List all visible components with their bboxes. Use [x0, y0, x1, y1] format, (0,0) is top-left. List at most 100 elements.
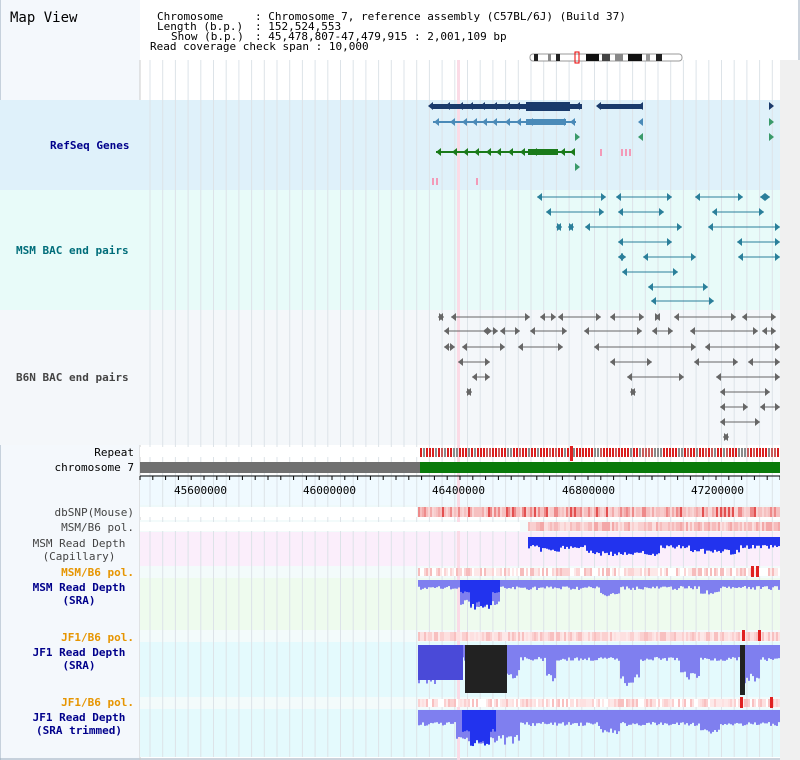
jf1-pol2-cell: [656, 699, 658, 707]
repeat-tick: [681, 448, 683, 457]
track-label-refseq-genes[interactable]: RefSeq Genes: [50, 139, 130, 152]
track-label-jf1-read-depth-sra[interactable]: JF1 Read Depth (SRA): [32, 646, 126, 672]
jf1-pol1-cell: [472, 632, 474, 641]
jf1-pol2-cell: [632, 699, 634, 707]
msm-bac-bg: [0, 190, 780, 310]
msm-pol2-cell: [530, 568, 532, 576]
jf1-pol2-cell: [652, 699, 654, 707]
jf1-pol1-cell: [514, 632, 516, 641]
msm-sra-bar: [668, 580, 670, 587]
msm-pol2-cell: [772, 568, 774, 576]
msm-pol1-cell: [744, 522, 746, 531]
dbsnp-cell: [520, 507, 522, 517]
msm-sra-bar: [616, 580, 618, 594]
jf1-trim-bar-dark: [478, 710, 480, 743]
msm-sra-bar: [608, 580, 610, 596]
jf1-pol2-cell: [462, 699, 464, 707]
bac-end-left: [648, 283, 653, 291]
track-label-msm-read-depth-sra[interactable]: MSM Read Depth (SRA): [32, 581, 126, 607]
jf1-pol1-cell: [770, 632, 772, 641]
msm-sra-bar-dark: [466, 580, 468, 592]
jf1-pol1-cell: [506, 632, 508, 641]
track-label-jf1-b6-pol-2[interactable]: JF1/B6 pol.: [61, 696, 134, 709]
jf1-trim-bar: [602, 710, 604, 733]
jf1-pol2-cell: [436, 699, 438, 707]
track-label-b6n-bac[interactable]: B6N BAC end pairs: [16, 371, 129, 384]
repeat-tick: [591, 448, 593, 457]
msm-cap-bar: [612, 537, 614, 556]
jf1-pol1-cell: [580, 632, 582, 641]
repeat-tick: [519, 448, 521, 457]
dbsnp-cell: [664, 507, 666, 517]
repeat-tick: [489, 448, 491, 457]
msm-sra-bar: [600, 580, 602, 593]
msm-cap-bar: [578, 537, 580, 549]
msm-pol1-cell: [604, 522, 606, 531]
dbsnp-cell: [540, 507, 542, 517]
jf1-pol2-cell: [602, 699, 604, 707]
jf1-pol1-cell: [422, 632, 424, 641]
jf1-pol1-cell: [474, 632, 476, 641]
repeat-tick: [480, 448, 482, 457]
jf1-sra-lowmap: [465, 645, 507, 693]
track-label-jf1-read-depth-trim[interactable]: JF1 Read Depth (SRA trimmed): [32, 711, 126, 737]
msm-cap-bar: [776, 537, 778, 547]
msm-sra-bar: [670, 580, 672, 587]
jf1-sra-block: [418, 645, 463, 680]
ruler-tick-label: 46400000: [432, 484, 485, 497]
dbsnp-cell: [474, 507, 476, 517]
jf1-trim-bar: [514, 710, 516, 737]
track-label-msm-b6-pol-2[interactable]: MSM/B6 pol.: [61, 566, 134, 579]
msm-pol1-cell: [728, 522, 730, 531]
track-label-msm-read-depth-cap[interactable]: MSM Read Depth (Capillary): [32, 537, 126, 563]
bac-end-left: [738, 253, 743, 261]
gene-arrow: [452, 148, 457, 156]
dbsnp-cell: [690, 507, 692, 517]
repeat-tick: [732, 448, 734, 457]
track-label-msm-bac[interactable]: MSM BAC end pairs: [16, 244, 129, 257]
dbsnp-cell: [516, 507, 518, 517]
jf1-pol2-cell: [756, 699, 758, 707]
msm-sra-bar: [428, 580, 430, 588]
msm-pol2-cell: [506, 568, 508, 576]
jf1-pol2-cell: [642, 699, 644, 707]
repeat-tick: [648, 448, 650, 457]
msm-cap-bar: [644, 537, 646, 555]
dbsnp-cell: [778, 507, 780, 517]
msm-pol1-cell: [602, 522, 604, 531]
gene-arrow: [520, 148, 525, 156]
jf1-pol2-cell: [556, 699, 558, 707]
jf1-sra-bar: [722, 645, 724, 661]
bac-end-right: [775, 358, 780, 366]
msm-sra-bar: [644, 580, 646, 588]
jf1-trim-bar: [582, 710, 584, 726]
msm-cap-bar: [706, 537, 708, 551]
repeat-tick: [678, 448, 680, 457]
repeat-tick: [642, 448, 644, 457]
msm-pol2-cell: [722, 568, 724, 576]
msm-pol2-cell: [532, 568, 534, 576]
jf1-trim-bar: [612, 710, 614, 733]
track-label-jf1-b6-pol-1[interactable]: JF1/B6 pol.: [61, 631, 134, 644]
msm-pol2-cell: [596, 568, 598, 576]
gene-arrow: [769, 102, 774, 110]
jf1-pol2-cell: [658, 699, 660, 707]
msm-pol1-cell: [658, 522, 660, 531]
repeat-tick: [483, 448, 485, 457]
msm-pol2-cell: [484, 568, 486, 576]
dbsnp-cell: [544, 507, 546, 517]
jf1-trim-bar: [592, 710, 594, 725]
msm-pol1-cell: [654, 522, 656, 531]
msm-pol2-cell: [488, 568, 490, 576]
msm-sra-bar: [558, 580, 560, 589]
jf1-pol1-cell: [466, 632, 468, 641]
repeat-tick: [630, 448, 632, 457]
bac-end-right: [667, 193, 672, 201]
jf1-pol2-cell: [422, 699, 424, 707]
track-label-dbsnp[interactable]: dbSNP(Mouse): [54, 506, 134, 519]
msm-pol2-cell: [500, 568, 502, 576]
msm-pol1-cell: [612, 522, 614, 531]
dbsnp-cell: [642, 507, 644, 517]
track-label-msm-b6-pol-1[interactable]: MSM/B6 pol.: [61, 521, 134, 534]
repeat-tick: [636, 448, 638, 457]
